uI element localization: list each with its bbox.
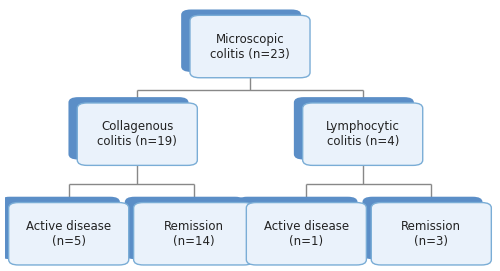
FancyBboxPatch shape [68,97,188,160]
Text: Collagenous
colitis (n=19): Collagenous colitis (n=19) [98,120,177,148]
Text: Active disease
(n=1): Active disease (n=1) [264,220,349,248]
FancyBboxPatch shape [181,9,301,72]
Text: Remission
(n=3): Remission (n=3) [402,220,462,248]
FancyBboxPatch shape [246,202,366,265]
Text: Active disease
(n=5): Active disease (n=5) [26,220,112,248]
Text: Lymphocytic
colitis (n=4): Lymphocytic colitis (n=4) [326,120,400,148]
FancyBboxPatch shape [302,103,422,165]
FancyBboxPatch shape [0,197,120,259]
FancyBboxPatch shape [362,197,482,259]
Text: Microscopic
colitis (n=23): Microscopic colitis (n=23) [210,33,290,60]
FancyBboxPatch shape [134,202,254,265]
Text: Remission
(n=14): Remission (n=14) [164,220,224,248]
FancyBboxPatch shape [78,103,198,165]
FancyBboxPatch shape [190,15,310,78]
FancyBboxPatch shape [294,97,414,160]
FancyBboxPatch shape [238,197,358,259]
FancyBboxPatch shape [372,202,492,265]
FancyBboxPatch shape [8,202,128,265]
FancyBboxPatch shape [125,197,245,259]
